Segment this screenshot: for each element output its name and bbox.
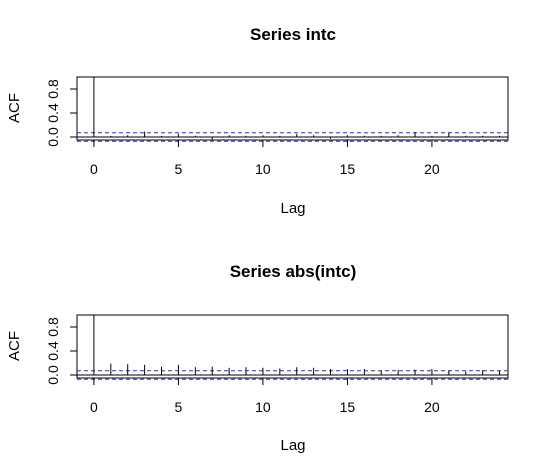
x-tick-label: 15 bbox=[340, 161, 356, 177]
x-tick-label: 0 bbox=[90, 399, 98, 415]
y-tick-label: 0.4 bbox=[45, 341, 61, 361]
x-axis-label: Lag bbox=[280, 437, 305, 454]
plot-frame bbox=[76, 76, 509, 141]
x-tick-label: 0 bbox=[90, 161, 98, 177]
chart-title: Series abs(intc) bbox=[230, 262, 357, 281]
x-tick-label: 20 bbox=[424, 399, 440, 415]
y-tick-label: 0.0 bbox=[45, 365, 61, 385]
x-tick-label: 10 bbox=[255, 161, 271, 177]
chart-title: Series intc bbox=[250, 25, 336, 44]
plot-frame bbox=[76, 314, 509, 379]
x-tick-label: 10 bbox=[255, 399, 271, 415]
x-tick-label: 5 bbox=[175, 161, 183, 177]
x-axis-label: Lag bbox=[280, 200, 305, 217]
x-tick-label: 20 bbox=[424, 161, 440, 177]
y-axis-label: ACF bbox=[6, 331, 23, 361]
y-tick-label: 0.8 bbox=[45, 317, 61, 337]
acf-panel-abs-intc: Series abs(intc) ACF Lag 0 5 10 15 20 0.0 0.4 0… bbox=[6, 262, 509, 454]
y-tick-label: 0.4 bbox=[45, 103, 61, 123]
y-axis-label: ACF bbox=[6, 93, 23, 123]
x-tick-label: 15 bbox=[340, 399, 356, 415]
acf-panel-intc: Series intc ACF Lag 0 5 10 15 20 0.0 0.4 0.8 bbox=[6, 25, 509, 217]
x-tick-label: 5 bbox=[175, 399, 183, 415]
y-tick-label: 0.0 bbox=[45, 127, 61, 147]
y-tick-label: 0.8 bbox=[45, 79, 61, 99]
